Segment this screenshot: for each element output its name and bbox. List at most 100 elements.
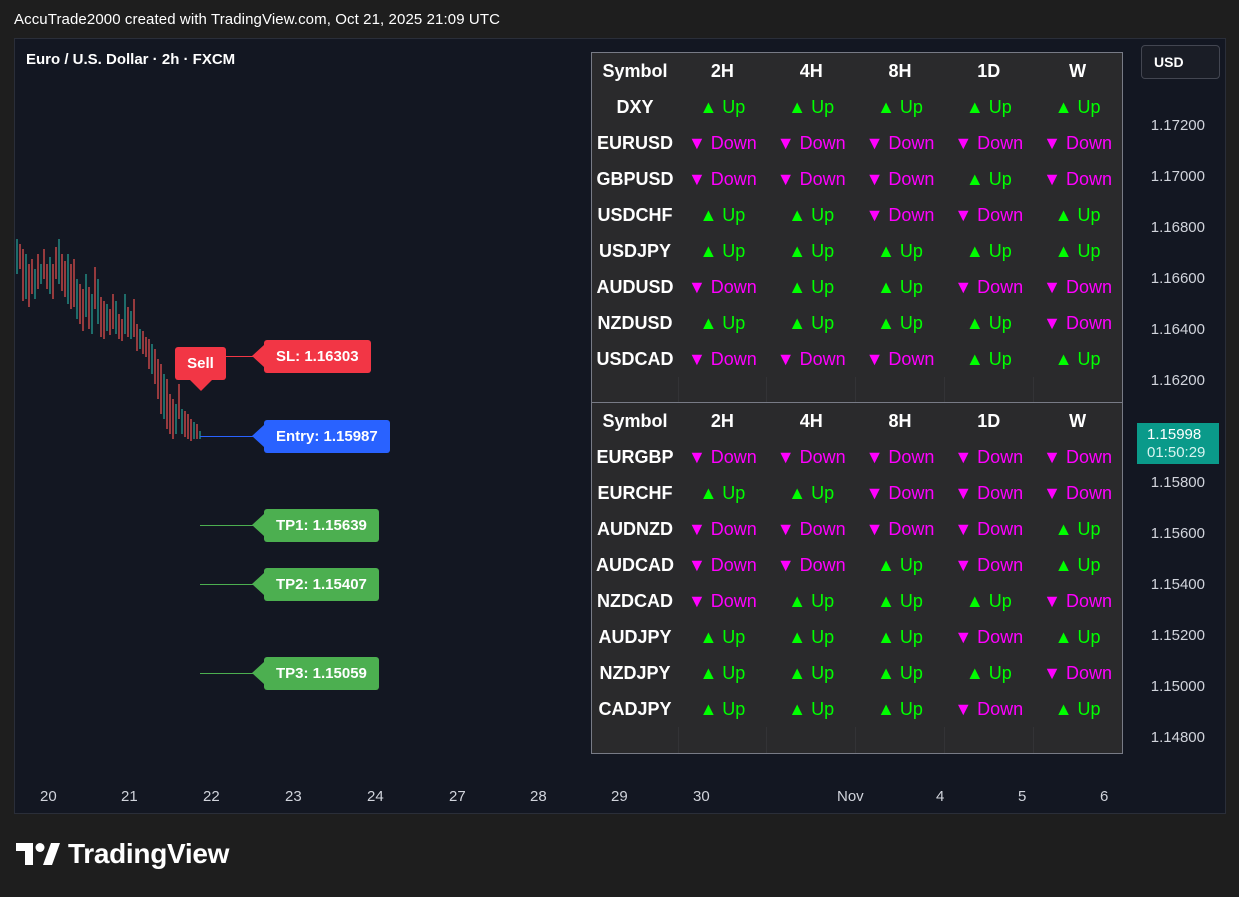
price-tick-label: 1.16400 — [1150, 321, 1205, 338]
trend-up-cell: ▲ Up — [965, 168, 1012, 189]
table-row: DXY ▲ Up ▲ Up ▲ Up ▲ Up ▲ Up — [592, 89, 1122, 125]
trend-down-cell: ▼ Down — [954, 204, 1024, 225]
tp2-line — [200, 584, 264, 585]
tradingview-logo-icon — [16, 843, 60, 865]
table-row: USDJPY ▲ Up ▲ Up ▲ Up ▲ Up ▲ Up — [592, 233, 1122, 269]
tp2-label: TP2: 1.15407 — [252, 568, 379, 601]
trend-down-cell: ▼ Down — [687, 132, 757, 153]
trend-up-cell: ▲ Up — [877, 554, 923, 575]
trend-up-cell: ▲ Up — [788, 590, 835, 611]
trend-down-cell: ▼ Down — [954, 482, 1024, 503]
price-tick-label: 1.15200 — [1150, 627, 1205, 644]
trend-down-cell: ▼ Down — [954, 446, 1024, 467]
column-header: 4H — [799, 60, 823, 81]
trend-up-cell: ▲ Up — [788, 276, 835, 297]
trend-down-cell: ▼ Down — [954, 276, 1024, 297]
table-row: AUDNZD ▼ Down ▼ Down ▼ Down ▼ Down ▲ Up — [592, 511, 1122, 547]
price-tick-label: 1.16800 — [1150, 219, 1205, 236]
trend-up-cell: ▲ Up — [788, 240, 835, 261]
time-tick-label: 30 — [693, 788, 710, 805]
trend-down-cell: ▼ Down — [1043, 312, 1113, 333]
price-tick-label: 1.15600 — [1150, 525, 1205, 542]
time-tick-label: 29 — [611, 788, 628, 805]
trend-up-cell: ▲ Up — [1054, 554, 1101, 575]
trend-down-cell: ▼ Down — [776, 446, 846, 467]
trend-down-cell: ▼ Down — [954, 518, 1024, 539]
current-price-tag: 1.15998 01:50:29 — [1137, 423, 1219, 464]
symbol-cell: CADJPY — [598, 698, 672, 719]
symbol-title[interactable]: Euro / U.S. Dollar · 2h · FXCM — [26, 51, 236, 68]
tp1-line — [200, 525, 264, 526]
table-row: EURGBP ▼ Down ▼ Down ▼ Down ▼ Down ▼ Down — [592, 439, 1122, 475]
table-row: AUDUSD ▼ Down ▲ Up ▲ Up ▼ Down ▼ Down — [592, 269, 1122, 305]
trend-down-cell: ▼ Down — [865, 482, 935, 503]
symbol-cell: EURCHF — [597, 482, 673, 503]
currency-selector[interactable]: USD — [1141, 45, 1220, 79]
trend-table-crosses: Symbol 2H 4H 8H 1D W EURGBP ▼ Down ▼ Down ▼ Down… — [591, 402, 1123, 754]
time-tick-label: 27 — [449, 788, 466, 805]
table-row: CADJPY ▲ Up ▲ Up ▲ Up ▼ Down ▲ Up — [592, 691, 1122, 727]
time-tick-label: 23 — [285, 788, 302, 805]
symbol-cell: EURUSD — [596, 132, 673, 153]
trend-down-cell: ▼ Down — [954, 626, 1024, 647]
bar-countdown: 01:50:29 — [1147, 444, 1206, 461]
trend-up-cell: ▲ Up — [788, 96, 835, 117]
current-price: 1.15998 — [1147, 426, 1202, 443]
column-header: 2H — [710, 410, 734, 431]
tradingview-logo[interactable]: TradingView — [16, 838, 229, 870]
trend-up-cell: ▲ Up — [699, 698, 746, 719]
table-header-row: Symbol 2H 4H 8H 1D W — [592, 53, 1122, 89]
price-tick-label: 1.16200 — [1150, 372, 1205, 389]
trend-up-cell: ▲ Up — [788, 626, 835, 647]
trend-table-majors: Symbol 2H 4H 8H 1D W DXY ▲ Up ▲ Up ▲ Up ▲ Up ▲ Up E… — [591, 52, 1123, 404]
trend-up-cell: ▲ Up — [877, 96, 923, 117]
entry-label: Entry: 1.15987 — [252, 420, 390, 453]
candlestick-series — [16, 239, 201, 441]
table-row: EURUSD ▼ Down ▼ Down ▼ Down ▼ Down ▼ Down — [592, 125, 1122, 161]
price-tick-label: 1.16600 — [1150, 270, 1205, 287]
table-row: USDCHF ▲ Up ▲ Up ▼ Down ▼ Down ▲ Up — [592, 197, 1122, 233]
trend-down-cell: ▼ Down — [687, 518, 757, 539]
trend-down-cell: ▼ Down — [687, 276, 757, 297]
trend-down-cell: ▼ Down — [1043, 168, 1113, 189]
symbol-cell: USDJPY — [598, 240, 672, 261]
trend-up-cell: ▲ Up — [699, 96, 746, 117]
trend-up-cell: ▲ Up — [788, 698, 835, 719]
time-tick-label: 28 — [530, 788, 547, 805]
entry-line — [200, 436, 264, 437]
trend-up-cell: ▲ Up — [965, 96, 1012, 117]
trend-up-cell: ▲ Up — [965, 312, 1012, 333]
tp3-label: TP3: 1.15059 — [252, 657, 379, 690]
trend-down-cell: ▼ Down — [687, 554, 757, 575]
table-row: NZDJPY ▲ Up ▲ Up ▲ Up ▲ Up ▼ Down — [592, 655, 1122, 691]
symbol-cell: GBPUSD — [596, 168, 674, 189]
column-header: 8H — [888, 60, 912, 81]
trend-down-cell: ▼ Down — [865, 518, 935, 539]
time-tick-label: 21 — [121, 788, 138, 805]
tradingview-wordmark: TradingView — [68, 838, 230, 869]
symbol-cell: NZDCAD — [597, 590, 673, 611]
table-row: EURCHF ▲ Up ▲ Up ▼ Down ▼ Down ▼ Down — [592, 475, 1122, 511]
symbol-cell: AUDUSD — [596, 276, 674, 297]
symbol-cell: EURGBP — [596, 446, 674, 467]
column-header: W — [1069, 60, 1087, 81]
trend-down-cell: ▼ Down — [954, 132, 1024, 153]
time-tick-label: 4 — [936, 788, 945, 805]
trend-up-cell: ▲ Up — [877, 240, 923, 261]
price-tick-label: 1.15800 — [1150, 474, 1205, 491]
trend-up-cell: ▲ Up — [1054, 698, 1101, 719]
symbol-cell: USDCHF — [597, 204, 673, 225]
time-tick-label: 20 — [40, 788, 57, 805]
trend-down-cell: ▼ Down — [954, 554, 1024, 575]
price-tick-label: 1.15400 — [1150, 576, 1205, 593]
trend-up-cell: ▲ Up — [788, 204, 835, 225]
table-row: NZDCAD ▼ Down ▲ Up ▲ Up ▲ Up ▼ Down — [592, 583, 1122, 619]
trend-down-cell: ▼ Down — [776, 554, 846, 575]
chart-pane[interactable]: Euro / U.S. Dollar · 2h · FXCM Sell SL: … — [14, 38, 1226, 814]
trend-up-cell: ▲ Up — [965, 348, 1012, 369]
symbol-cell: AUDJPY — [598, 626, 672, 647]
trend-down-cell: ▼ Down — [1043, 446, 1113, 467]
table-header-row: Symbol 2H 4H 8H 1D W — [592, 403, 1122, 439]
trend-up-cell: ▲ Up — [877, 276, 923, 297]
column-header: Symbol — [602, 60, 668, 81]
